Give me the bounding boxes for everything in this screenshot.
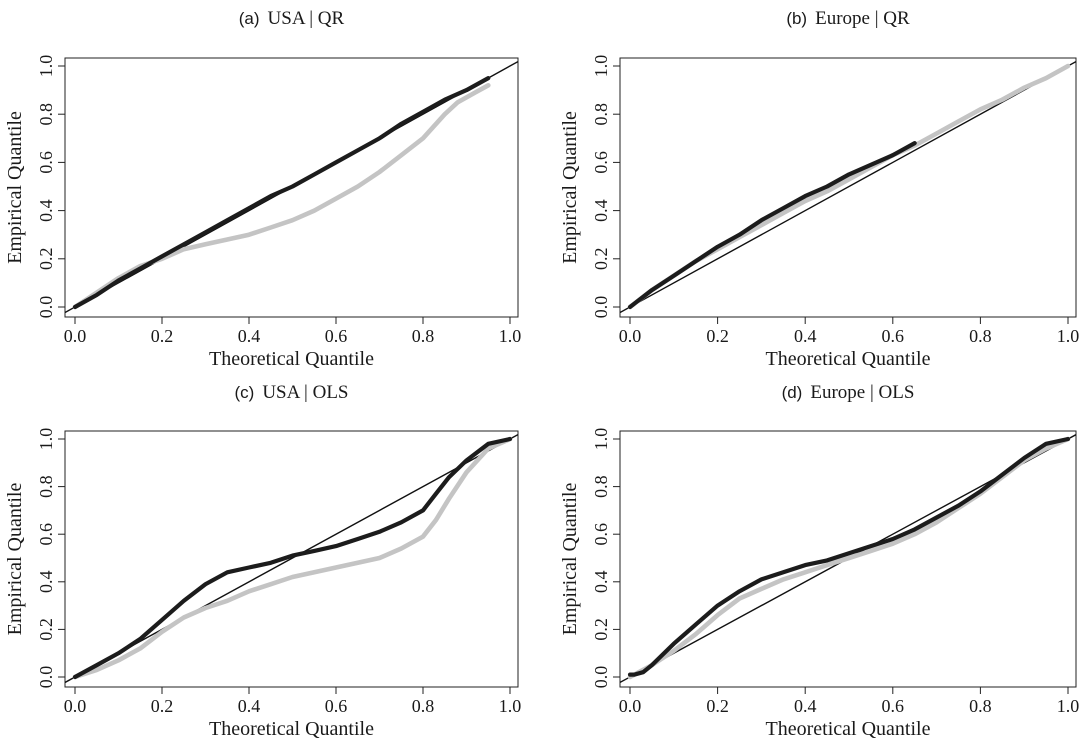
y-axis-label: Empirical Quantile	[4, 111, 26, 264]
plot-frame	[619, 57, 1077, 318]
y-tick-label: 1.0	[36, 55, 56, 78]
y-tick-label: 0.0	[591, 296, 611, 319]
x-tick-label: 0.2	[151, 326, 174, 346]
y-tick-label: 0.4	[591, 199, 611, 222]
reference-line	[620, 60, 1076, 314]
y-tick-label: 0.0	[36, 296, 56, 319]
y-tick-label: 0.8	[36, 103, 56, 126]
panel-letter: (d)	[782, 383, 803, 402]
x-tick-label: 0.4	[794, 696, 817, 716]
x-tick-label: 0.8	[969, 696, 992, 716]
y-tick-label: 0.8	[591, 475, 611, 498]
y-axis-label: Empirical Quantile	[4, 483, 26, 636]
y-axis-label: Empirical Quantile	[559, 483, 581, 636]
y-tick-label: 0.8	[591, 103, 611, 126]
x-tick-label: 0.4	[238, 326, 261, 346]
x-tick-label: 1.0	[1057, 326, 1080, 346]
y-tick-label: 1.0	[591, 428, 611, 451]
x-axis-label: Theoretical Quantile	[209, 348, 374, 370]
x-tick-label: 0.6	[882, 696, 905, 716]
panel-title-text: Europe | QR	[815, 8, 910, 29]
x-tick-label: 0.0	[64, 326, 87, 346]
x-tick-label: 0.0	[619, 326, 642, 346]
series-line-dark	[627, 436, 1071, 677]
x-tick-label: 0.2	[706, 326, 729, 346]
y-tick-label: 0.0	[591, 666, 611, 689]
x-axis-label: Theoretical Quantile	[766, 718, 931, 740]
y-tick-label: 0.4	[36, 199, 56, 222]
y-tick-label: 0.2	[591, 248, 611, 271]
x-axis-label: Theoretical Quantile	[766, 348, 931, 370]
panel-title-text: USA | QR	[268, 8, 345, 29]
panel-title-text: Europe | OLS	[810, 382, 914, 403]
y-tick-label: 1.0	[591, 55, 611, 78]
x-tick-label: 0.8	[412, 326, 435, 346]
x-tick-label: 1.0	[499, 326, 522, 346]
panel-letter: (a)	[239, 9, 260, 28]
x-tick-label: 0.0	[619, 696, 642, 716]
y-tick-label: 0.6	[591, 151, 611, 174]
y-tick-label: 0.2	[36, 618, 56, 641]
y-axis-label: Empirical Quantile	[559, 111, 581, 264]
x-tick-label: 0.8	[412, 696, 435, 716]
x-axis-label: Theoretical Quantile	[209, 718, 374, 740]
x-tick-label: 0.6	[882, 326, 905, 346]
plot-frame	[64, 57, 519, 318]
x-tick-label: 0.2	[706, 696, 729, 716]
y-tick-label: 0.0	[36, 666, 56, 689]
y-tick-label: 0.4	[591, 571, 611, 594]
series-line-dark	[627, 141, 917, 310]
plot-frame	[619, 430, 1077, 688]
x-tick-label: 0.6	[325, 326, 348, 346]
series-line-dark	[72, 436, 513, 680]
y-tick-label: 1.0	[36, 428, 56, 451]
plot-frame	[64, 430, 519, 688]
panel-title: (a) USA | QR	[239, 8, 345, 29]
x-tick-label: 0.0	[64, 696, 87, 716]
series-line-dark	[72, 75, 491, 310]
x-tick-label: 0.4	[238, 696, 261, 716]
panel-letter: (c)	[235, 383, 255, 402]
y-tick-label: 0.6	[36, 151, 56, 174]
panel-letter: (b)	[786, 9, 807, 28]
panel-d: (d) Europe | OLS Theoretical Quantile Emp…	[559, 382, 1079, 740]
y-tick-label: 0.4	[36, 571, 56, 594]
x-tick-label: 1.0	[499, 696, 522, 716]
panel-a: (a) USA | QR Theoretical Quantile Empiric…	[4, 8, 521, 370]
panel-c: (c) USA | OLS Theoretical Quantile Empiri…	[4, 382, 521, 740]
panel-title: (b) Europe | QR	[786, 8, 910, 29]
x-tick-label: 0.8	[969, 326, 992, 346]
x-tick-label: 0.4	[794, 326, 817, 346]
y-tick-label: 0.8	[36, 475, 56, 498]
series-line-light	[72, 436, 513, 680]
panel-title-text: USA | OLS	[262, 382, 348, 403]
x-tick-label: 1.0	[1057, 696, 1080, 716]
y-tick-label: 0.2	[591, 618, 611, 641]
panel-title: (c) USA | OLS	[235, 382, 349, 403]
series-line-light	[72, 83, 491, 310]
x-tick-label: 0.6	[325, 696, 348, 716]
panel-b: (b) Europe | QR Theoretical Quantile Empi…	[559, 8, 1079, 370]
y-tick-label: 0.6	[36, 523, 56, 546]
y-tick-label: 0.6	[591, 523, 611, 546]
x-tick-label: 0.2	[151, 696, 174, 716]
panel-title: (d) Europe | OLS	[782, 382, 915, 403]
y-tick-label: 0.2	[36, 248, 56, 271]
